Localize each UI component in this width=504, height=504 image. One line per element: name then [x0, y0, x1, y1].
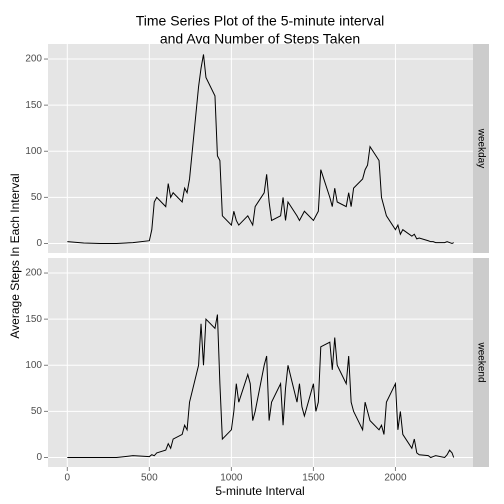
y-tick-label: 100: [25, 146, 42, 157]
panel-background: [48, 44, 473, 253]
y-tick-label: 0: [36, 452, 42, 463]
y-tick-label: 150: [25, 100, 42, 111]
x-tick-label: 1000: [220, 473, 243, 484]
y-tick-label: 200: [25, 268, 42, 279]
y-axis-label: Average Steps In Each Interval: [8, 173, 22, 338]
x-tick-label: 0: [65, 473, 71, 484]
facet-label: weekday: [475, 128, 486, 168]
data-line: [67, 54, 454, 245]
data-line: [67, 314, 455, 459]
y-tick-label: 200: [25, 54, 42, 65]
panel-background: [48, 258, 473, 467]
facet-strip: [473, 258, 489, 467]
y-tick-label: 150: [25, 314, 42, 325]
x-axis-label: 5-minute Interval: [215, 484, 304, 498]
y-tick-label: 50: [31, 192, 43, 203]
y-tick-label: 100: [25, 360, 42, 371]
x-tick-label: 1500: [302, 473, 325, 484]
y-tick-label: 0: [36, 238, 42, 249]
x-tick-label: 500: [141, 473, 158, 484]
chart-title: Time Series Plot of the 5-minute interva…: [136, 13, 384, 29]
y-tick-label: 50: [31, 406, 43, 417]
facet-label: weekend: [475, 341, 486, 382]
chart-title: and Avg Number of Steps Taken: [160, 31, 360, 47]
facet-strip: [473, 44, 489, 253]
x-tick-label: 2000: [384, 473, 407, 484]
